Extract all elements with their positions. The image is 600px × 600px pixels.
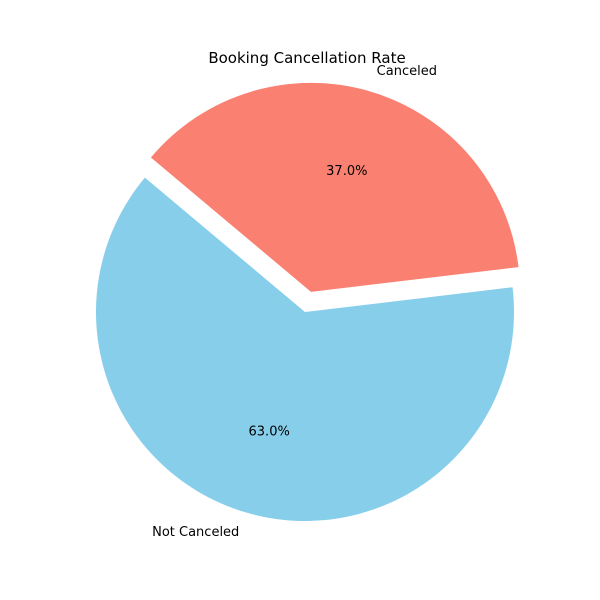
slice-label-canceled: Canceled — [377, 64, 437, 79]
slice-percent-canceled: 37.0% — [326, 164, 367, 179]
pie-labels: Not Canceled 63.0% Canceled 37.0% — [152, 64, 437, 540]
slice-percent-not-canceled: 63.0% — [249, 425, 290, 440]
pie-slice-not-canceled — [96, 177, 515, 521]
slice-label-not-canceled: Not Canceled — [152, 525, 239, 540]
chart-title: Booking Cancellation Rate — [208, 49, 405, 67]
pie-slices — [96, 82, 519, 521]
pie-slice-canceled — [150, 82, 519, 292]
